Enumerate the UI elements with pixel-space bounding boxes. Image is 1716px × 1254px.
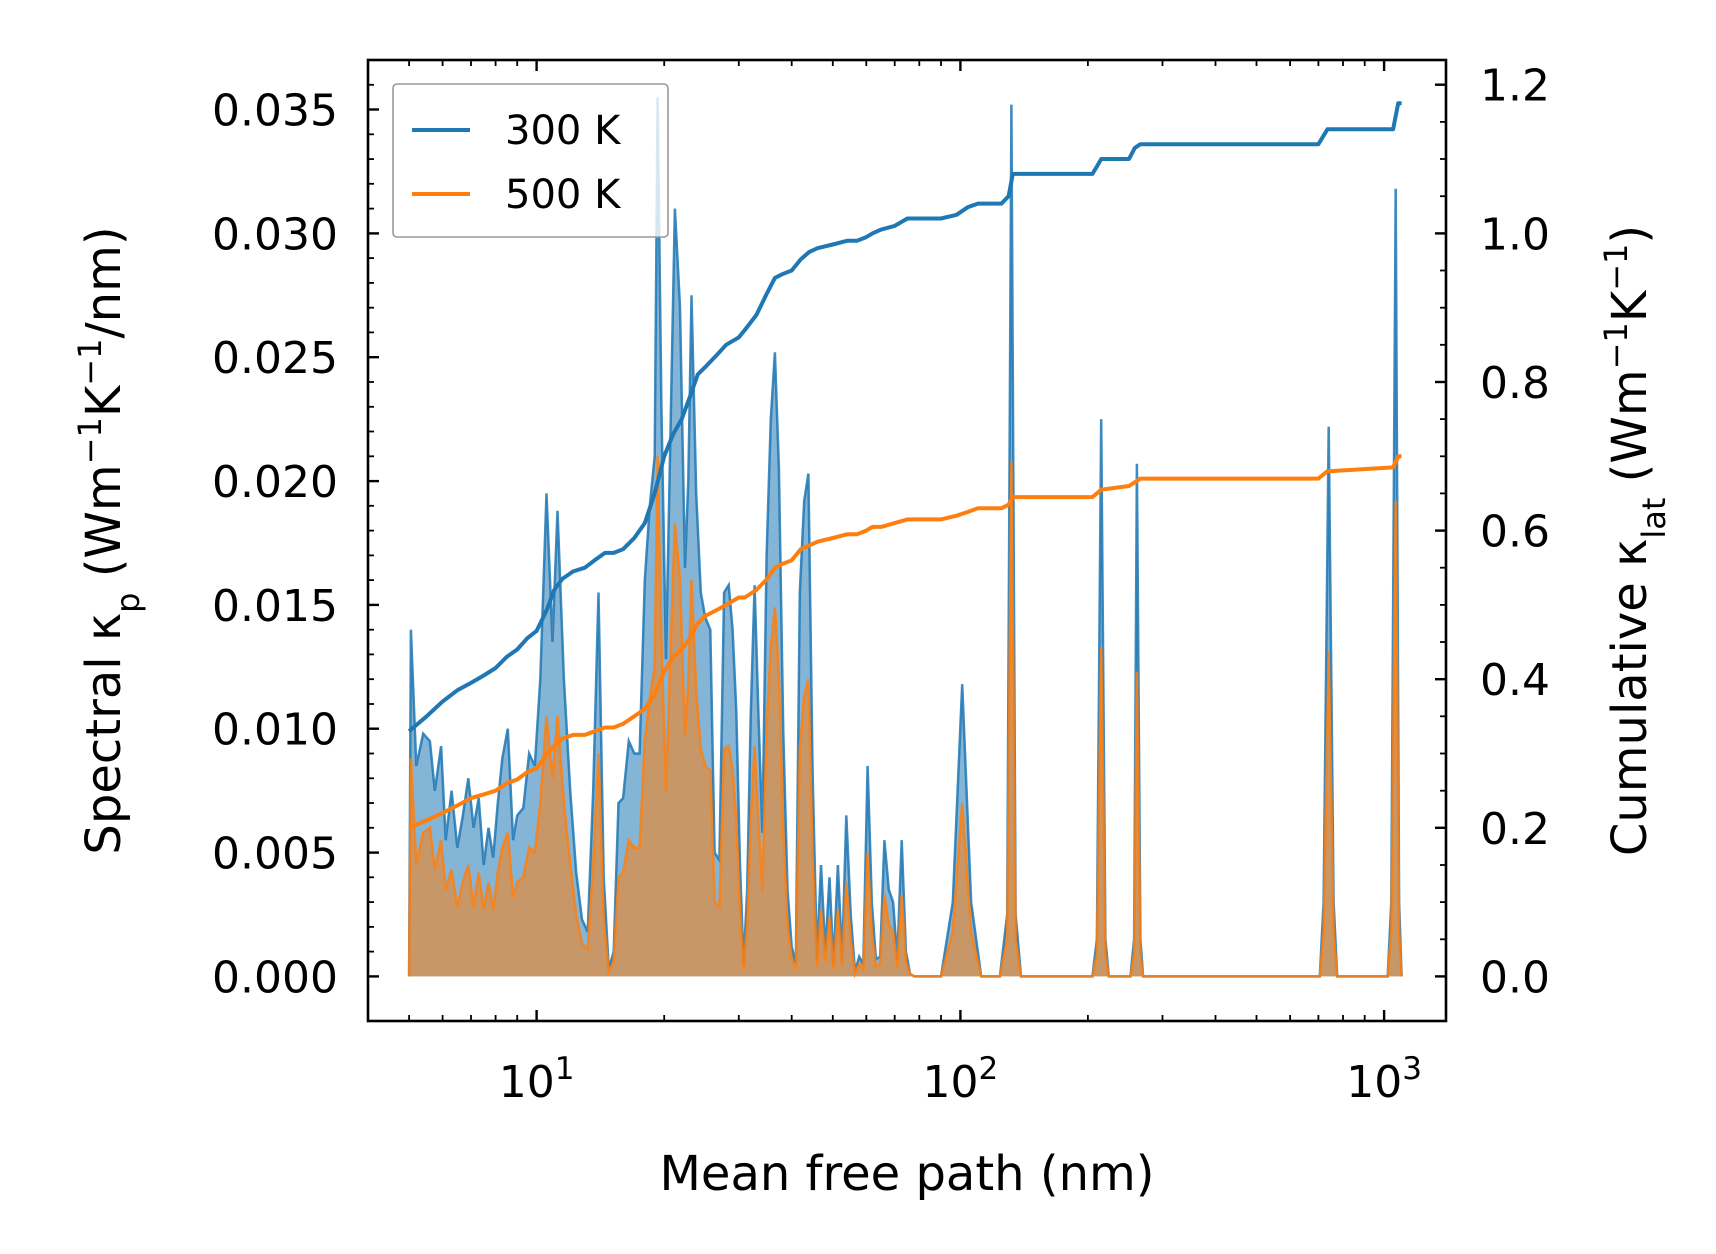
label-part: Cumulative κ: [1602, 539, 1658, 857]
x-tick-label: 103: [1346, 1051, 1422, 1108]
x-axis-label: Mean free path (nm): [660, 1146, 1155, 1202]
legend-label-500k: 500 K: [505, 172, 622, 218]
x-tick-label: 101: [499, 1051, 575, 1108]
label-part: K: [1602, 289, 1658, 322]
spectral-line-500k: [407, 456, 1403, 979]
left-tick-label: 0.000: [212, 952, 338, 1003]
left-tick-label: 0.010: [212, 705, 338, 756]
label-part: Spectral κ: [76, 613, 132, 855]
label-part: 10: [1346, 1057, 1402, 1108]
label-part: −1: [71, 339, 109, 386]
label-part: 10: [923, 1057, 979, 1108]
label-part: 3: [1402, 1051, 1422, 1087]
right-tick-label: 1.0: [1480, 209, 1550, 260]
left-tick-label: 0.035: [212, 86, 338, 137]
legend-box: [392, 83, 669, 238]
legend-label-300k: 300 K: [505, 108, 622, 154]
label-part: K: [76, 384, 132, 417]
label-part: lat: [1635, 498, 1673, 539]
right-tick-label: 0.4: [1480, 655, 1550, 706]
left-tick-label: 0.005: [212, 829, 338, 880]
cumulative-line-300k: [407, 101, 1402, 733]
label-part: 10: [499, 1057, 555, 1108]
label-part: (Wm: [1602, 369, 1658, 497]
right-tick-label: 1.2: [1480, 61, 1550, 112]
left-tick-label: 0.015: [212, 581, 338, 632]
right-tick-label: 0.0: [1480, 952, 1550, 1003]
label-part: −1: [71, 417, 109, 464]
plot-frame: [366, 58, 1448, 1023]
label-part: p: [109, 593, 147, 613]
right-axis-label: Cumulative κlat (Wm−1K−1): [1597, 225, 1673, 856]
label-part: −1: [1597, 244, 1635, 291]
label-part: ): [1602, 225, 1658, 244]
x-tick-label: 102: [923, 1051, 999, 1108]
right-tick-label: 0.6: [1480, 507, 1550, 558]
label-part: 2: [979, 1051, 999, 1087]
label-part: 1: [555, 1051, 575, 1087]
right-tick-label: 0.8: [1480, 358, 1550, 409]
left-axis-label: Spectral κp (Wm−1K−1/nm): [71, 226, 147, 854]
left-tick-label: 0.020: [212, 457, 338, 508]
left-tick-label: 0.030: [212, 209, 338, 260]
spectral-area-500k: [409, 456, 1402, 977]
left-tick-label: 0.025: [212, 333, 338, 384]
cumulative-line-500k: [408, 454, 1402, 830]
label-part: −1: [1597, 322, 1635, 369]
label-part: (Wm: [76, 464, 132, 592]
right-tick-label: 0.2: [1480, 804, 1550, 855]
label-part: /nm): [76, 226, 132, 338]
